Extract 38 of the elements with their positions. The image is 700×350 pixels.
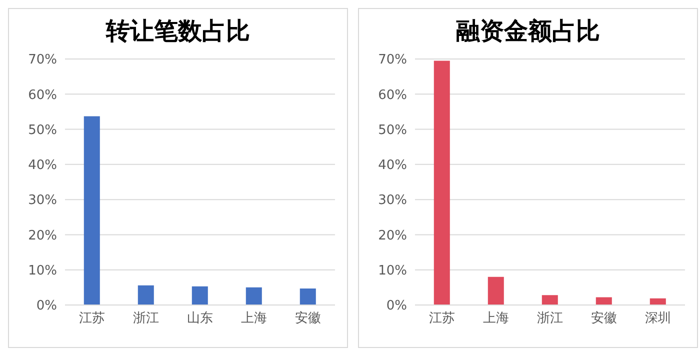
- bar: [488, 276, 504, 305]
- x-tick-label: 浙江: [133, 311, 159, 326]
- x-tick-label: 浙江: [537, 311, 563, 326]
- x-tick-label: 深圳: [645, 311, 671, 326]
- bar: [434, 60, 450, 305]
- bar: [650, 298, 666, 305]
- x-tick-label: 安徽: [295, 310, 321, 326]
- bar: [300, 288, 316, 305]
- chart-title: 转让笔数占比: [104, 15, 251, 47]
- x-tick-label: 上海: [483, 311, 509, 326]
- y-tick-label: 0%: [36, 298, 57, 314]
- y-tick-label: 20%: [378, 228, 407, 244]
- y-tick-label: 30%: [378, 193, 407, 208]
- bar: [192, 286, 208, 305]
- x-tick-label: 安徽: [591, 310, 617, 326]
- x-tick-label: 江苏: [79, 311, 105, 326]
- y-tick-label: 20%: [28, 228, 57, 244]
- bar: [84, 116, 100, 305]
- y-tick-label: 0%: [386, 298, 407, 314]
- y-tick-label: 70%: [28, 52, 57, 68]
- y-tick-label: 50%: [378, 122, 407, 138]
- chart-title: 融资金额占比: [455, 15, 601, 47]
- x-tick-label: 上海: [241, 311, 267, 326]
- bar: [138, 285, 154, 305]
- bar: [596, 297, 612, 305]
- y-tick-label: 60%: [28, 88, 57, 103]
- x-tick-label: 江苏: [429, 311, 455, 326]
- y-tick-label: 50%: [28, 122, 57, 138]
- x-tick-label: 山东: [187, 311, 213, 326]
- bar: [246, 287, 262, 305]
- y-tick-label: 40%: [378, 158, 407, 174]
- y-tick-label: 30%: [28, 193, 57, 208]
- y-tick-label: 10%: [28, 263, 57, 278]
- y-tick-label: 40%: [28, 158, 57, 174]
- y-tick-label: 70%: [378, 52, 407, 68]
- y-tick-label: 10%: [378, 263, 407, 278]
- y-tick-label: 60%: [378, 88, 407, 103]
- bar: [542, 295, 558, 305]
